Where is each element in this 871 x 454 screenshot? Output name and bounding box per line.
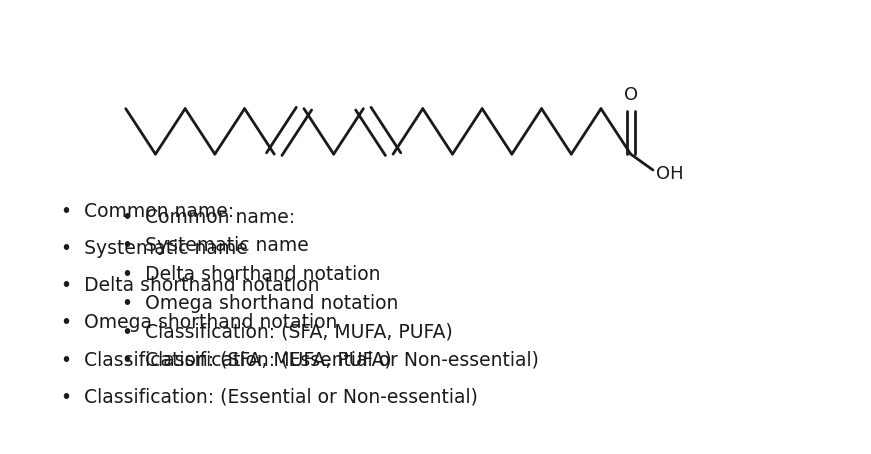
Text: •  Classification: (SFA, MUFA, PUFA): • Classification: (SFA, MUFA, PUFA) (61, 350, 392, 370)
Text: OH: OH (657, 164, 684, 183)
Text: •  Delta shorthand notation: • Delta shorthand notation (122, 265, 381, 284)
Text: •  Classification: (Essential or Non-essential): • Classification: (Essential or Non-esse… (61, 388, 478, 407)
Text: •  Classification: (SFA, MUFA, PUFA): • Classification: (SFA, MUFA, PUFA) (122, 322, 452, 341)
Text: •  Common name:: • Common name: (122, 207, 295, 227)
Text: •  Omega shorthand notation: • Omega shorthand notation (122, 294, 398, 312)
Text: •  Delta shorthand notation: • Delta shorthand notation (61, 276, 320, 295)
Text: O: O (624, 86, 638, 104)
Text: •  Classification: (Essential or Non-essential): • Classification: (Essential or Non-esse… (122, 351, 538, 370)
Text: •  Systematic name: • Systematic name (122, 236, 308, 255)
Text: •  Omega shorthand notation: • Omega shorthand notation (61, 313, 337, 332)
Text: •  Common name:: • Common name: (61, 202, 234, 221)
Text: •  Systematic name: • Systematic name (61, 239, 247, 258)
